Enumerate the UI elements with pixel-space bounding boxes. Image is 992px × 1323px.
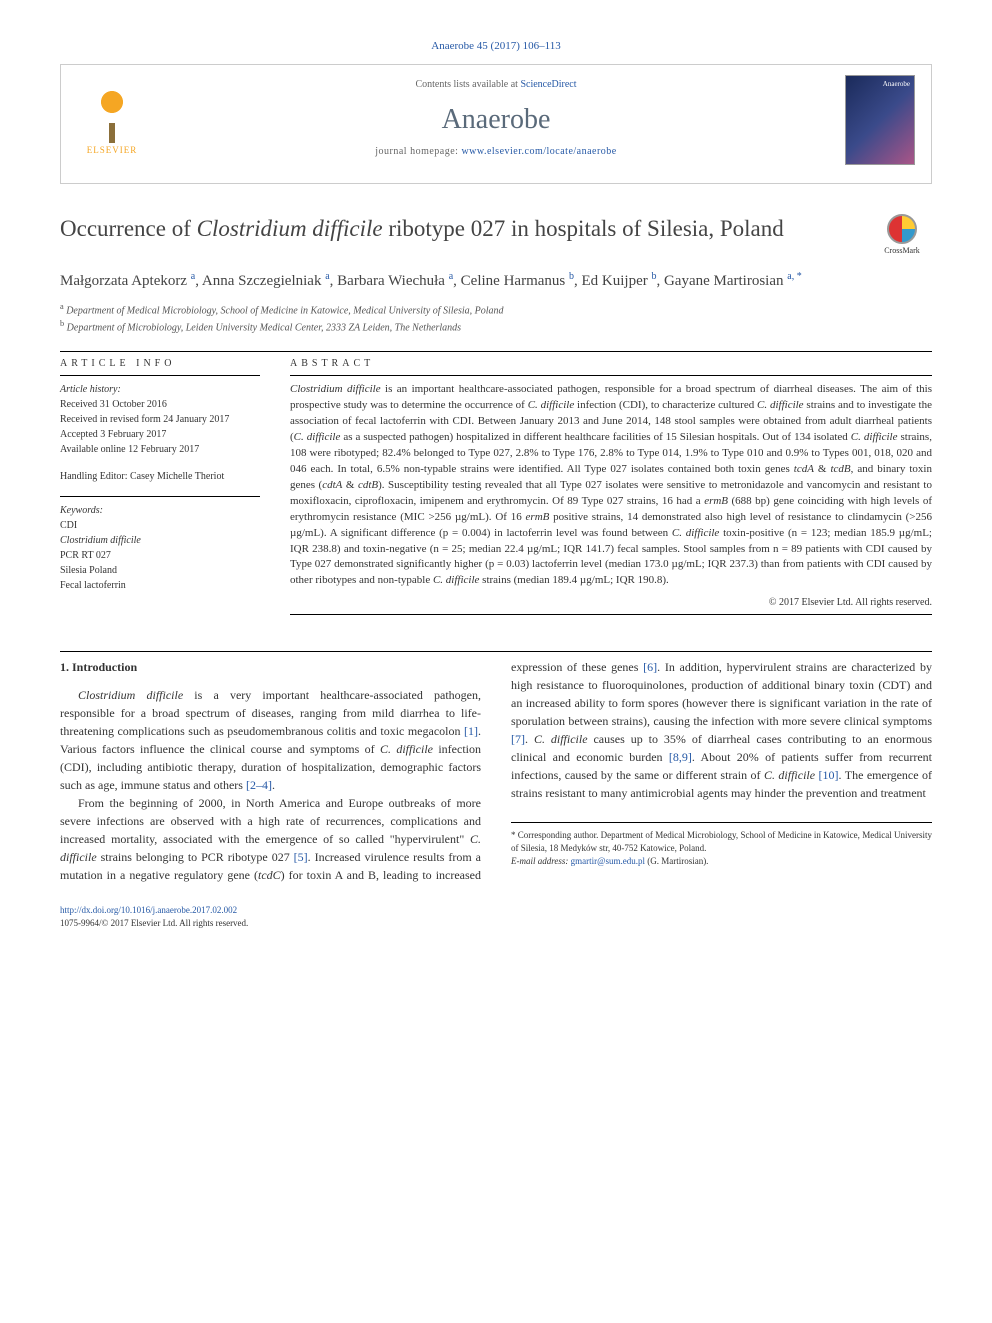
journal-homepage-link[interactable]: www.elsevier.com/locate/anaerobe bbox=[461, 146, 616, 157]
elsevier-label: ELSEVIER bbox=[87, 145, 138, 155]
section-divider bbox=[60, 351, 932, 352]
abstract-label: ABSTRACT bbox=[290, 358, 932, 369]
keyword-3: Silesia Poland bbox=[60, 563, 260, 578]
affiliations: a Department of Medical Microbiology, Sc… bbox=[60, 301, 932, 336]
crossmark-label: CrossMark bbox=[884, 246, 920, 255]
author-list: Małgorzata Aptekorz a, Anna Szczegielnia… bbox=[60, 269, 932, 293]
contents-prefix: Contents lists available at bbox=[415, 79, 520, 90]
crossmark-icon bbox=[887, 214, 917, 244]
keywords-block: Keywords: CDI Clostridium difficile PCR … bbox=[60, 503, 260, 593]
info-divider-2 bbox=[60, 496, 260, 497]
history-received: Received 31 October 2016 bbox=[60, 397, 260, 412]
corresponding-author-note: * Corresponding author. Department of Me… bbox=[511, 829, 932, 854]
elsevier-logo: ELSEVIER bbox=[77, 75, 147, 155]
elsevier-tree-icon bbox=[87, 88, 137, 143]
email-person: (G. Martirosian). bbox=[647, 856, 708, 866]
abstract-divider bbox=[290, 375, 932, 376]
article-history: Article history: Received 31 October 201… bbox=[60, 382, 260, 457]
info-divider bbox=[60, 375, 260, 376]
affiliation-b: b Department of Microbiology, Leiden Uni… bbox=[60, 318, 932, 335]
journal-cover-thumbnail: Anaerobe bbox=[845, 75, 915, 165]
keywords-heading: Keywords: bbox=[60, 503, 260, 518]
affiliation-a: a Department of Medical Microbiology, Sc… bbox=[60, 301, 932, 318]
footnote-block: * Corresponding author. Department of Me… bbox=[511, 822, 932, 867]
contents-lists-line: Contents lists available at ScienceDirec… bbox=[77, 79, 915, 90]
homepage-prefix: journal homepage: bbox=[375, 146, 461, 157]
title-pre: Occurrence of bbox=[60, 216, 197, 241]
history-online: Available online 12 February 2017 bbox=[60, 442, 260, 457]
sciencedirect-link[interactable]: ScienceDirect bbox=[520, 79, 576, 90]
footer-meta: http://dx.doi.org/10.1016/j.anaerobe.201… bbox=[60, 904, 932, 929]
abstract-copyright: © 2017 Elsevier Ltd. All rights reserved… bbox=[290, 597, 932, 608]
article-info-column: ARTICLE INFO Article history: Received 3… bbox=[60, 358, 260, 621]
article-body: 1. Introduction Clostridium difficile is… bbox=[60, 658, 932, 884]
email-label: E-mail address: bbox=[511, 856, 568, 866]
title-italic-species: Clostridium difficile bbox=[197, 216, 383, 241]
keyword-1: Clostridium difficile bbox=[60, 533, 260, 548]
journal-name: Anaerobe bbox=[77, 104, 915, 136]
corresponding-email-link[interactable]: gmartir@sum.edu.pl bbox=[571, 856, 645, 866]
journal-thumb-label: Anaerobe bbox=[883, 80, 910, 88]
abstract-text: Clostridium difficile is an important he… bbox=[290, 382, 932, 589]
crossmark-badge[interactable]: CrossMark bbox=[872, 214, 932, 255]
publisher-header: ELSEVIER Anaerobe Contents lists availab… bbox=[60, 64, 932, 184]
abstract-column: ABSTRACT Clostridium difficile is an imp… bbox=[290, 358, 932, 621]
keyword-2: PCR RT 027 bbox=[60, 548, 260, 563]
article-info-label: ARTICLE INFO bbox=[60, 358, 260, 369]
keyword-4: Fecal lactoferrin bbox=[60, 578, 260, 593]
history-revised: Received in revised form 24 January 2017 bbox=[60, 412, 260, 427]
keyword-0: CDI bbox=[60, 518, 260, 533]
abstract-divider-bottom bbox=[290, 614, 932, 615]
doi-link[interactable]: http://dx.doi.org/10.1016/j.anaerobe.201… bbox=[60, 905, 237, 915]
title-post: ribotype 027 in hospitals of Silesia, Po… bbox=[383, 216, 784, 241]
intro-heading: 1. Introduction bbox=[60, 658, 481, 676]
article-title: Occurrence of Clostridium difficile ribo… bbox=[60, 214, 852, 244]
history-heading: Article history: bbox=[60, 382, 260, 397]
header-citation: Anaerobe 45 (2017) 106–113 bbox=[60, 40, 932, 52]
intro-paragraph-1: Clostridium difficile is a very importan… bbox=[60, 686, 481, 794]
journal-homepage-line: journal homepage: www.elsevier.com/locat… bbox=[77, 146, 915, 157]
handling-editor-name: Casey Michelle Theriot bbox=[130, 471, 224, 482]
handling-editor-label: Handling Editor: bbox=[60, 471, 128, 482]
email-line: E-mail address: gmartir@sum.edu.pl (G. M… bbox=[511, 855, 932, 868]
handling-editor-block: Handling Editor: Casey Michelle Theriot bbox=[60, 469, 260, 484]
body-divider bbox=[60, 651, 932, 652]
history-accepted: Accepted 3 February 2017 bbox=[60, 427, 260, 442]
issn-copyright: 1075-9964/© 2017 Elsevier Ltd. All right… bbox=[60, 917, 932, 930]
